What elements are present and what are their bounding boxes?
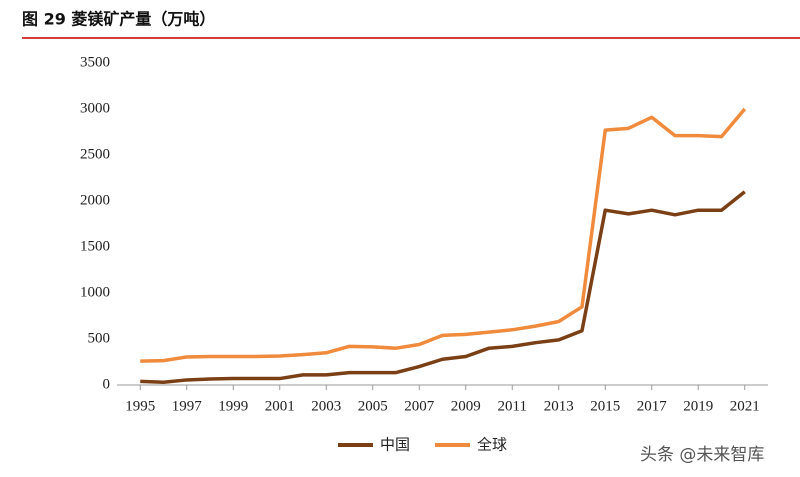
x-tick-label: 2005 [358,398,388,414]
x-tick-label: 1997 [172,398,203,414]
watermark: 头条 @未来智库 [640,445,764,465]
y-tick-label: 2000 [80,192,110,208]
y-tick-label: 3000 [80,100,110,116]
line-series [140,190,746,384]
x-tick-label: 2001 [265,398,295,414]
x-tick-label: 2015 [590,398,620,414]
y-tick-label: 2500 [80,146,110,162]
x-tick-label: 2011 [498,398,527,414]
y-tick-label: 500 [88,330,111,346]
chart-title: 图 29 菱镁矿产量（万吨） [22,10,215,29]
y-tick-label: 3500 [80,54,110,70]
line-series [140,107,747,363]
x-tick-label: 2017 [637,398,668,414]
legend-label: 全球 [477,436,507,454]
x-tick-label: 2009 [451,398,481,414]
y-tick-label: 1500 [80,238,110,254]
x-tick-label: 2021 [730,398,760,414]
y-tick-label: 1000 [80,284,110,300]
x-tick-label: 2003 [311,398,341,414]
x-tick-label: 2013 [544,398,574,414]
x-tick-label: 2019 [683,398,713,414]
x-tick-label: 1999 [218,398,248,414]
legend-label: 中国 [380,436,410,454]
x-tick-label: 1995 [125,398,155,414]
x-tick-label: 2007 [404,398,435,414]
y-tick-label: 0 [103,376,111,392]
